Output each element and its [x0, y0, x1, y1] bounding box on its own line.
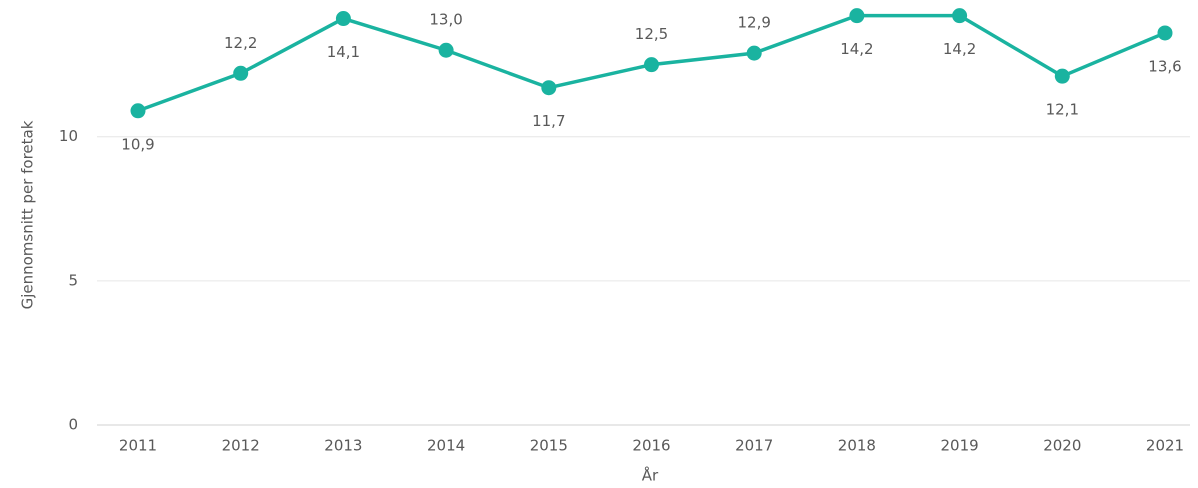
point	[438, 42, 454, 58]
x-tick-label: 2019	[941, 437, 979, 455]
x-tick-label: 2013	[324, 437, 362, 455]
data-label: 14,1	[327, 43, 360, 61]
x-tick-label: 2016	[632, 437, 670, 455]
point	[952, 8, 968, 24]
point	[335, 11, 351, 27]
point	[233, 65, 249, 81]
x-tick-label: 2020	[1043, 437, 1081, 455]
data-label: 12,1	[1046, 101, 1079, 119]
y-tick-label: 5	[68, 271, 78, 289]
x-tick-label: 2011	[119, 437, 157, 455]
x-tick-label: 2018	[838, 437, 876, 455]
data-label: 10,9	[121, 135, 154, 153]
data-label: 13,0	[429, 11, 462, 29]
data-label: 11,7	[532, 112, 565, 130]
data-label: 12,9	[737, 14, 770, 32]
point	[1054, 68, 1070, 84]
point	[1157, 25, 1173, 41]
point	[849, 8, 865, 24]
point	[130, 103, 146, 119]
x-axis-title: År	[642, 466, 659, 485]
x-tick-label: 2017	[735, 437, 773, 455]
x-tick-label: 2014	[427, 437, 465, 455]
data-label: 12,5	[635, 25, 668, 43]
x-tick-label: 2012	[222, 437, 260, 455]
point	[541, 80, 557, 96]
data-label: 12,2	[224, 34, 257, 52]
data-label: 13,6	[1148, 57, 1181, 75]
x-tick-label: 2015	[530, 437, 568, 455]
y-tick-label: 0	[68, 416, 78, 434]
data-label: 14,2	[840, 40, 873, 58]
y-axis-title: Gjennomsnitt per foretak	[19, 120, 37, 309]
x-tick-label: 2021	[1146, 437, 1184, 455]
point	[644, 57, 659, 73]
data-label: 14,2	[943, 40, 976, 58]
point	[746, 45, 762, 61]
y-tick-label: 10	[59, 127, 78, 145]
